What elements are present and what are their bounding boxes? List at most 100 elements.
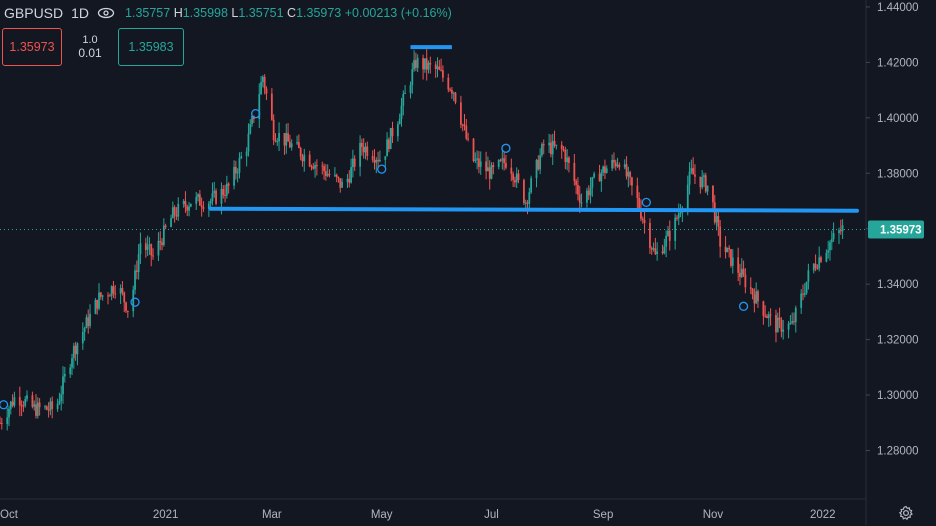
gear-icon[interactable] (898, 505, 914, 521)
candle-up-body (416, 58, 419, 68)
candle-up-body (703, 175, 705, 178)
candle-down-body (224, 195, 226, 197)
candle-down-body (618, 164, 621, 168)
candle-down-body (704, 175, 707, 192)
candle-down-body (449, 89, 452, 91)
candle-down-body (297, 142, 300, 149)
candle-down-body (0, 422, 1, 424)
candle-down-body (51, 401, 54, 409)
candle-down-body (661, 251, 664, 254)
candle-down-body (775, 315, 777, 333)
candle-down-body (152, 255, 154, 257)
candle-down-body (598, 173, 601, 182)
candle-down-body (542, 144, 545, 146)
candle-up-body (341, 181, 343, 188)
candle-down-body (144, 243, 147, 250)
candle-down-body (488, 167, 491, 179)
event-marker (130, 297, 140, 307)
spread-value: 0.01 (78, 46, 102, 60)
time-axis[interactable]: Oct 2021 Mar May Jul Sep Nov 2022 (0, 509, 836, 521)
candle-down-body (234, 166, 237, 174)
candle-up-body (346, 178, 349, 182)
candle-down-body (778, 317, 781, 320)
event-marker (738, 301, 749, 311)
candle-down-body (161, 242, 163, 245)
y-tick-label: 1.38000 (877, 168, 919, 180)
symbol-box: GBPUSD 1D (4, 5, 120, 21)
candle-up-body (148, 244, 151, 246)
candle-down-body (587, 190, 590, 196)
candle-down-body (719, 226, 722, 247)
low-value: 1.35751 (238, 6, 284, 20)
candle-down-body (35, 404, 37, 416)
candle-down-body (215, 190, 217, 204)
candle-down-body (11, 401, 14, 406)
candle-down-body (0, 422, 3, 424)
candle-up-body (591, 177, 594, 188)
candle-up-body (679, 212, 682, 214)
candle-up-body (566, 157, 569, 163)
buy-button[interactable]: 1.35983 (118, 28, 184, 66)
candle-up-body (787, 323, 790, 330)
candle-up-body (119, 288, 122, 294)
candle-down-body (227, 183, 230, 186)
eye-icon[interactable] (97, 6, 115, 20)
candle-up-body (157, 240, 160, 256)
interval[interactable]: 1D (71, 5, 90, 21)
candle-down-body (107, 295, 109, 297)
candle-up-body (177, 203, 180, 217)
candle-down-body (198, 194, 201, 206)
candle-up-body (515, 173, 518, 183)
candle-down-body (18, 397, 21, 406)
lot-size-box[interactable]: 1.0 0.01 (68, 28, 112, 66)
candle-up-body (652, 248, 655, 250)
candle-up-body (663, 246, 666, 254)
candle-down-body (387, 139, 390, 149)
candle-up-body (706, 185, 709, 192)
candle-down-body (461, 124, 464, 126)
candle-up-body (580, 202, 583, 204)
candle-up-body (726, 247, 729, 253)
candle-down-body (222, 188, 225, 196)
y-tick-label: 1.40000 (877, 113, 919, 125)
candle-down-body (312, 166, 315, 169)
candle-up-body (188, 206, 190, 211)
candle-down-body (517, 173, 520, 180)
candle-down-body (175, 215, 178, 217)
candle-up-body (623, 164, 626, 168)
symbol-name[interactable]: GBPUSD (4, 5, 64, 21)
candle-down-body (753, 294, 756, 304)
sell-button[interactable]: 1.35973 (2, 28, 62, 66)
candle-up-body (137, 254, 140, 272)
candle-down-body (323, 166, 325, 172)
candle-up-body (9, 401, 12, 409)
candle-down-body (186, 206, 189, 211)
candle-up-body (49, 401, 52, 411)
candle-down-body (762, 301, 765, 316)
candle-up-body (805, 281, 808, 294)
candle-down-body (744, 274, 747, 288)
candle-down-body (337, 177, 340, 179)
candle-down-body (112, 286, 115, 294)
candle-down-body (839, 230, 842, 232)
candle-up-body (402, 93, 405, 106)
candle-up-body (384, 156, 387, 160)
x-tick-label: 2021 (153, 509, 179, 521)
candle-down-body (184, 201, 187, 207)
candle-up-body (812, 263, 815, 271)
candle-up-body (589, 187, 592, 196)
candle-down-body (438, 66, 441, 70)
candle-up-body (611, 160, 614, 169)
candle-down-body (159, 240, 162, 243)
candle-down-body (668, 230, 671, 241)
candle-up-body (101, 295, 104, 297)
candle-down-body (643, 220, 646, 223)
candle-down-body (328, 173, 331, 175)
candle-up-body (71, 358, 73, 368)
x-tick-label: May (371, 509, 393, 521)
candle-down-body (764, 315, 767, 317)
candle-down-body (614, 162, 617, 167)
candle-down-body (505, 162, 507, 168)
